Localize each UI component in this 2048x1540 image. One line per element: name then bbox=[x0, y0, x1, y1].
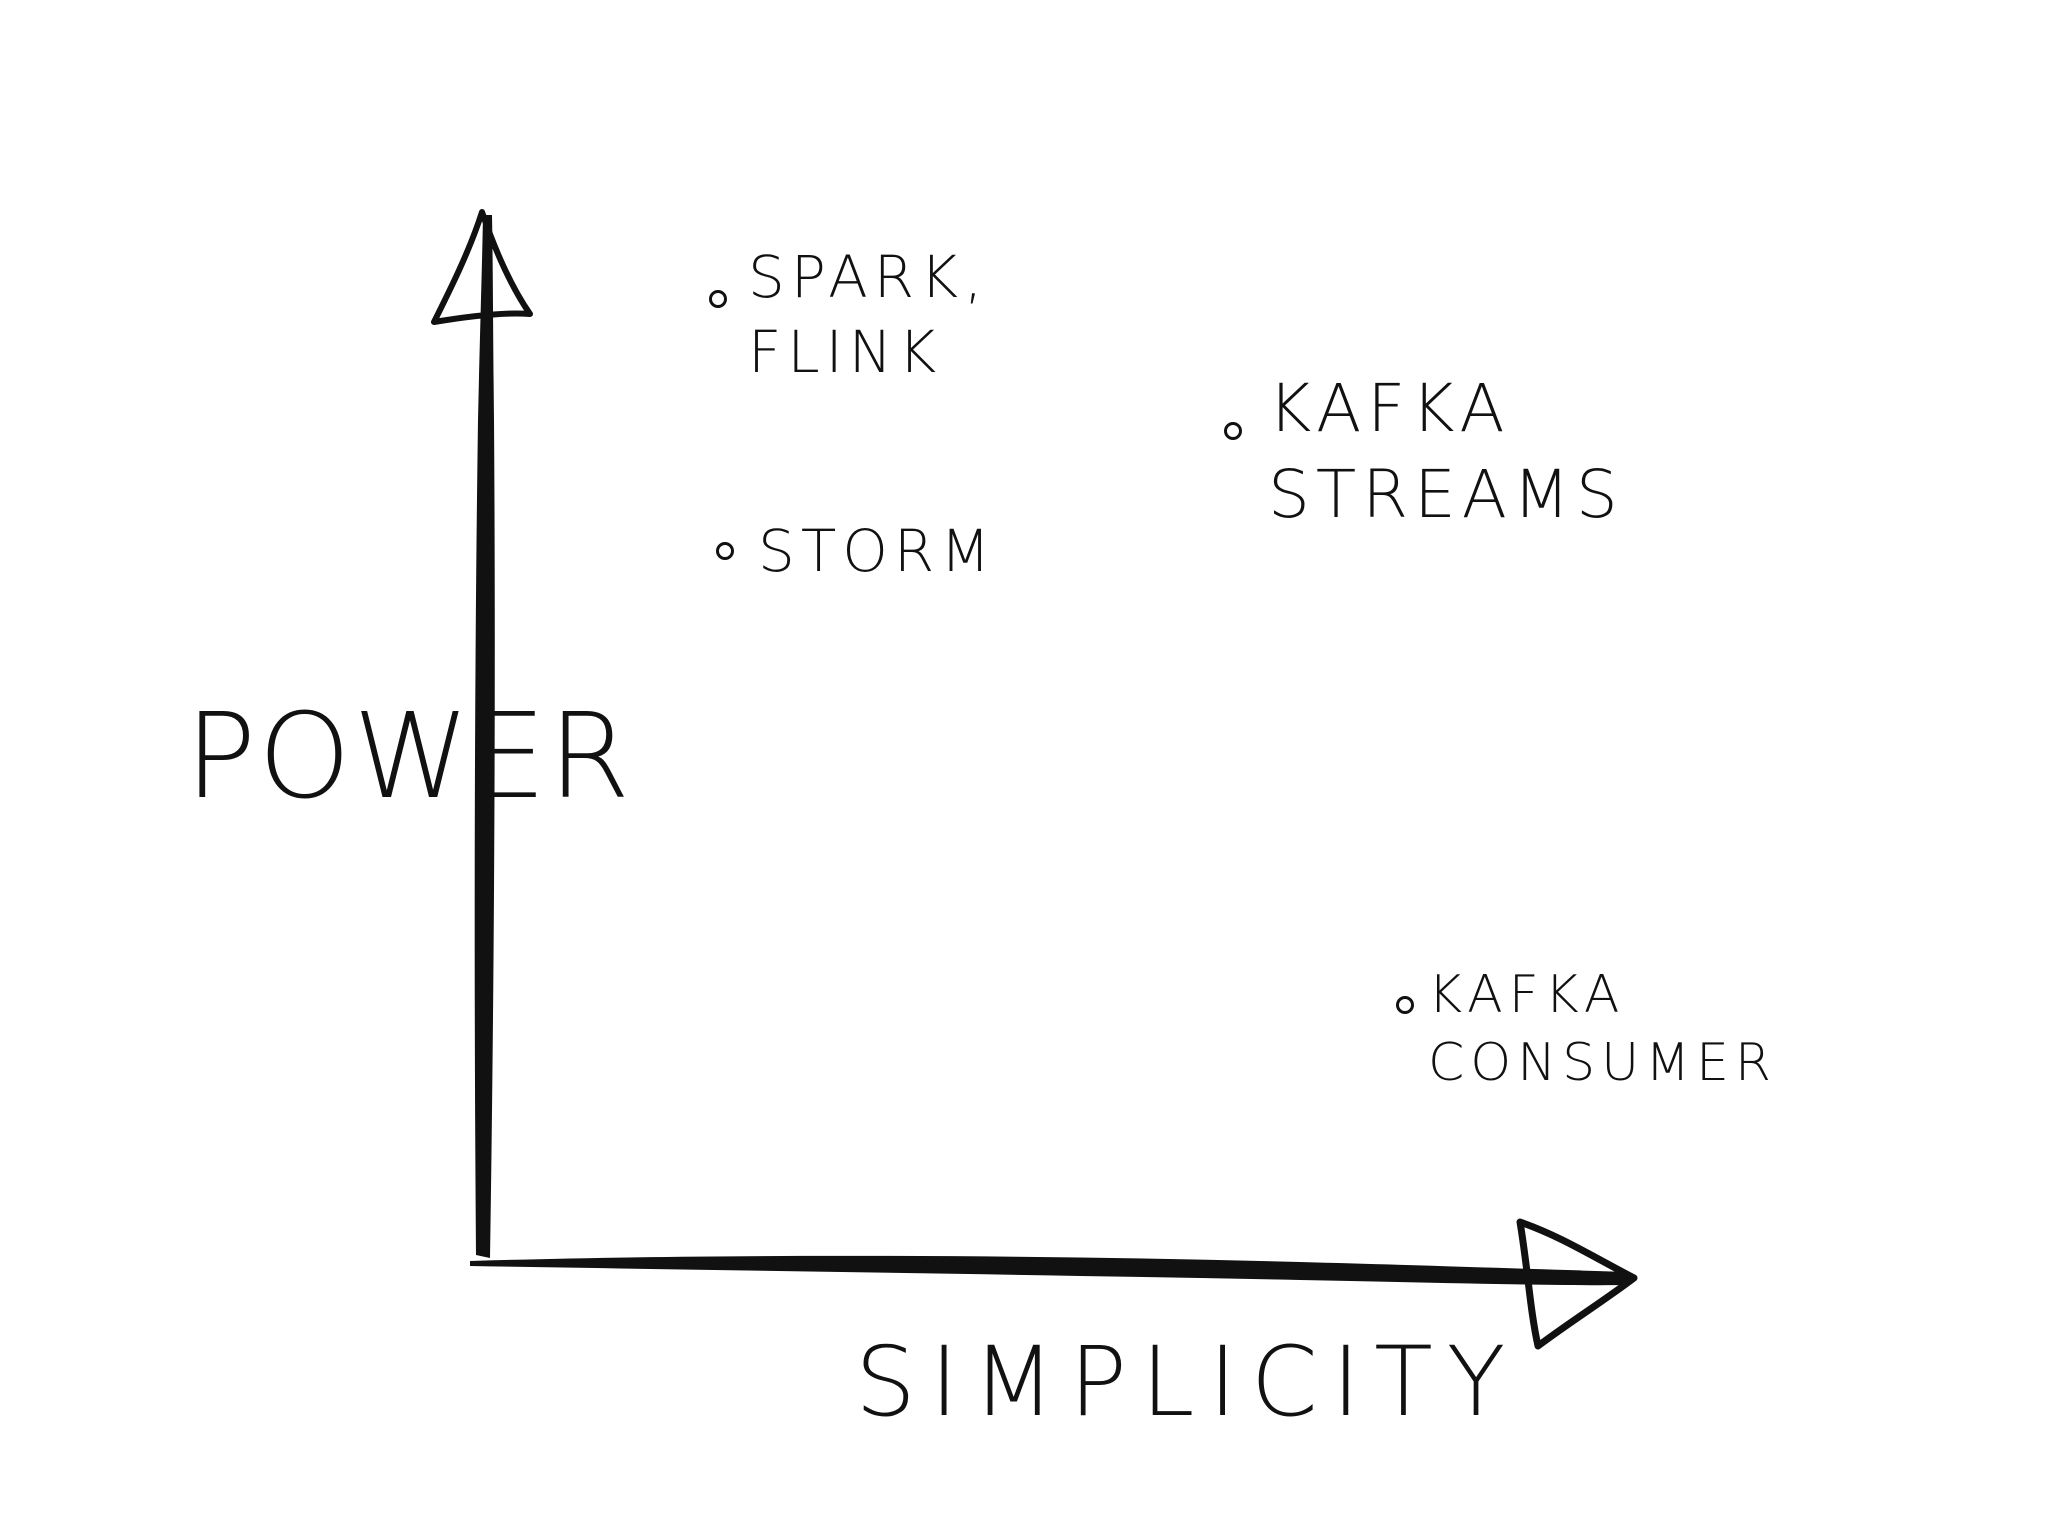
y-axis-arrowhead bbox=[431, 209, 533, 325]
point-label-kafka-streams: KAFKA STREAMS bbox=[1268, 370, 1624, 533]
point-marker-spark-flink bbox=[709, 290, 727, 308]
y-axis-line bbox=[474, 215, 495, 1258]
point-label-storm: STORM bbox=[758, 517, 997, 585]
point-label-kafka-consumer: KAFKA CONSUMER bbox=[1428, 965, 1778, 1093]
point-label-spark-flink: SPARK, FLINK bbox=[748, 243, 989, 387]
x-axis-line bbox=[470, 1255, 1630, 1286]
point-marker-kafka-streams bbox=[1224, 422, 1242, 440]
y-axis-label: POWER bbox=[185, 687, 633, 825]
point-marker-storm bbox=[716, 542, 734, 560]
point-marker-kafka-consumer bbox=[1396, 996, 1414, 1014]
x-axis-label: SIMPLICITY bbox=[855, 1326, 1520, 1438]
x-axis-arrowhead bbox=[1516, 1218, 1638, 1350]
